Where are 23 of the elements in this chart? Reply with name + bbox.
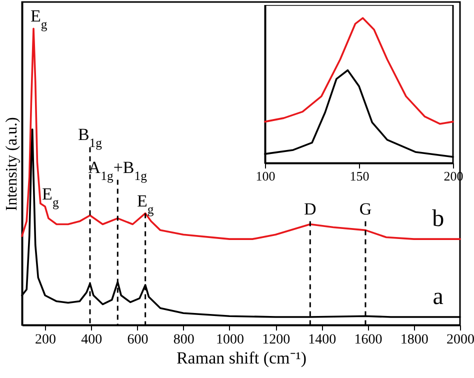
x-tick-label: 1600 bbox=[354, 332, 382, 348]
annotation: G bbox=[359, 199, 372, 218]
x-axis-title: Raman shift (cm⁻¹) bbox=[176, 348, 307, 368]
x-tick-label: 2000 bbox=[446, 332, 474, 348]
series-label: a bbox=[432, 284, 444, 310]
x-tick-label: 800 bbox=[173, 332, 194, 348]
x-tick-label: 1400 bbox=[308, 332, 336, 348]
annotation: E$_{g}$ bbox=[42, 184, 60, 210]
annotation: E$_{g}$ bbox=[30, 6, 48, 32]
x-tick-label: 100 bbox=[256, 168, 276, 184]
x-tick-label: 1800 bbox=[400, 332, 428, 348]
annotation: E$_{g}$ bbox=[136, 191, 154, 216]
x-tick-label: 150 bbox=[350, 168, 370, 184]
x-tick-label: 200 bbox=[35, 332, 56, 348]
x-tick-label: 400 bbox=[81, 332, 102, 348]
y-axis-title: Intensity (a.u.) bbox=[4, 117, 20, 211]
series-label: b bbox=[432, 206, 444, 232]
annotation: D bbox=[304, 199, 316, 218]
x-tick-label: 1200 bbox=[262, 332, 290, 348]
x-tick-label: 600 bbox=[127, 332, 148, 348]
annotation: A$_{1g}$+B$_{1g}$ bbox=[88, 158, 148, 183]
annotation: B$_{1g}$ bbox=[78, 125, 103, 150]
x-tick-label: 1000 bbox=[216, 332, 244, 348]
